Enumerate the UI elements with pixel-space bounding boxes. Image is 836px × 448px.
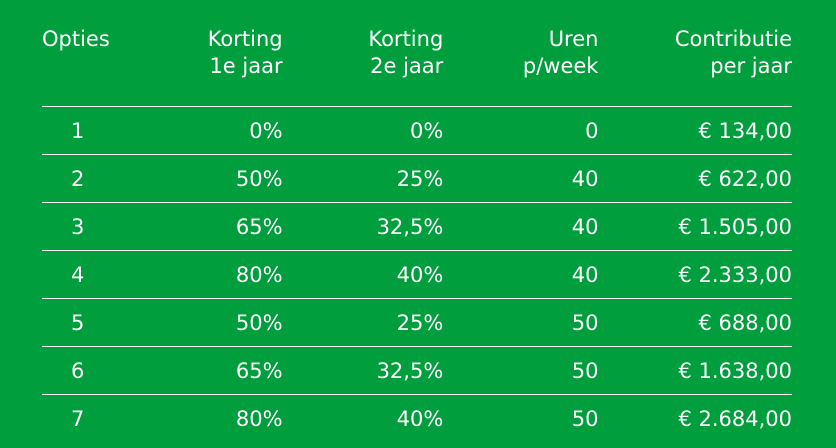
cell-uren: 50 bbox=[443, 298, 599, 347]
cell-optie: 5 bbox=[42, 298, 139, 347]
cell-korting-2e-jaar: 0% bbox=[282, 106, 444, 155]
header-opties-label: Opties bbox=[42, 27, 110, 51]
header-contributie-line2: per jaar bbox=[710, 54, 792, 78]
table-row: 6 65% 32,5% 50 € 1.638,00 bbox=[42, 346, 792, 395]
table-row: 1 0% 0% 0 € 134,00 bbox=[42, 106, 792, 155]
cell-optie: 7 bbox=[71, 406, 85, 431]
cell-uren: 0 bbox=[443, 106, 599, 155]
table-row: 7 80% 40% 50 € 2.684,00 bbox=[42, 395, 792, 443]
cell-korting-1e-jaar: 80% bbox=[138, 250, 283, 299]
cell-korting-2e-jaar: 25% bbox=[282, 154, 444, 203]
cell-optie: 1 bbox=[42, 106, 139, 155]
header-korting-2e-jaar: Korting 2e jaar bbox=[282, 26, 444, 107]
cell-korting-1e-jaar: 50% bbox=[138, 298, 283, 347]
cell-contributie: € 622,00 bbox=[598, 154, 792, 203]
cell-contributie: € 134,00 bbox=[598, 106, 792, 155]
table-header-row: Opties Korting 1e jaar Korting 2e jaar U… bbox=[42, 26, 792, 107]
cell-korting-1e-jaar: 0% bbox=[138, 106, 283, 155]
cell-optie: 2 bbox=[42, 154, 139, 203]
cell-uren: 50 bbox=[571, 406, 599, 431]
header-contributie-per-jaar: Contributie per jaar bbox=[598, 26, 792, 107]
cell-optie: 6 bbox=[42, 346, 139, 395]
cell-optie: 4 bbox=[42, 250, 139, 299]
cell-korting-2e-jaar: 25% bbox=[282, 298, 444, 347]
header-korting2-line1: Korting bbox=[368, 27, 444, 51]
header-opties: Opties bbox=[42, 26, 139, 107]
cell-contributie: € 1.638,00 bbox=[598, 346, 792, 395]
header-uren-per-week: Uren p/week bbox=[443, 26, 599, 107]
cell-korting-2e-jaar: 32,5% bbox=[282, 202, 444, 251]
options-table: Opties Korting 1e jaar Korting 2e jaar U… bbox=[42, 26, 792, 442]
cell-contributie: € 688,00 bbox=[598, 298, 792, 347]
cell-contributie: € 1.505,00 bbox=[598, 202, 792, 251]
header-korting1-line1: Korting bbox=[207, 27, 283, 51]
cell-korting-1e-jaar: 65% bbox=[138, 346, 283, 395]
header-korting-1e-jaar: Korting 1e jaar bbox=[138, 26, 283, 107]
table-row: 2 50% 25% 40 € 622,00 bbox=[42, 154, 792, 203]
cell-korting-2e-jaar: 32,5% bbox=[282, 346, 444, 395]
table-row: 5 50% 25% 50 € 688,00 bbox=[42, 298, 792, 347]
cell-korting-1e-jaar: 80% bbox=[235, 406, 283, 431]
table-row: 3 65% 32,5% 40 € 1.505,00 bbox=[42, 202, 792, 251]
header-korting1-line2: 1e jaar bbox=[209, 54, 283, 78]
cell-uren: 50 bbox=[443, 346, 599, 395]
header-uren-line1: Uren bbox=[548, 27, 599, 51]
cell-uren: 40 bbox=[443, 250, 599, 299]
cell-korting-2e-jaar: 40% bbox=[396, 406, 444, 431]
cell-uren: 40 bbox=[443, 202, 599, 251]
cell-korting-1e-jaar: 65% bbox=[138, 202, 283, 251]
cell-korting-2e-jaar: 40% bbox=[282, 250, 444, 299]
header-uren-line2: p/week bbox=[522, 54, 599, 78]
cell-contributie: € 2.684,00 bbox=[678, 406, 792, 431]
cell-optie: 3 bbox=[42, 202, 139, 251]
header-korting2-line2: 2e jaar bbox=[370, 54, 444, 78]
cell-contributie: € 2.333,00 bbox=[598, 250, 792, 299]
cell-korting-1e-jaar: 50% bbox=[138, 154, 283, 203]
cell-uren: 40 bbox=[443, 154, 599, 203]
header-contributie-line1: Contributie bbox=[674, 27, 792, 51]
table-row: 4 80% 40% 40 € 2.333,00 bbox=[42, 250, 792, 299]
